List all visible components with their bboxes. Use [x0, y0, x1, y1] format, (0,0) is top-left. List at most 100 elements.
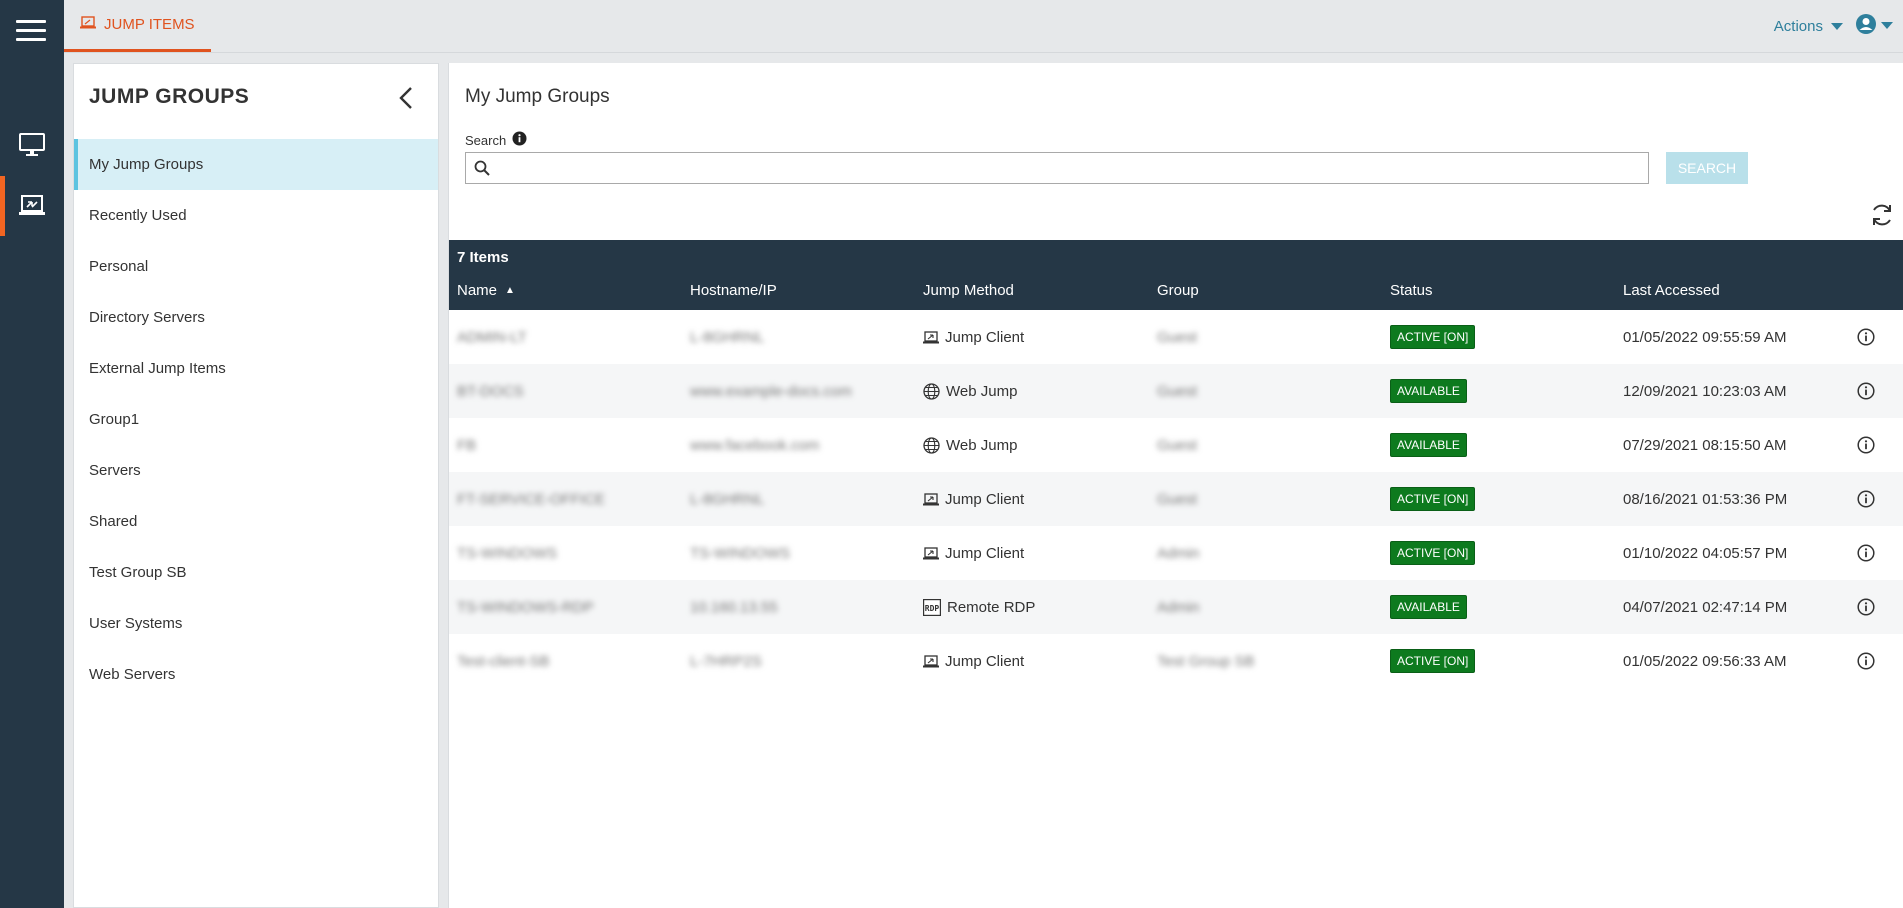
jump-items-table: 7 Items Name ▲ Hostname/IP Jump Method Gr…: [449, 240, 1903, 688]
user-menu[interactable]: [1855, 0, 1893, 52]
cell-last-accessed: 08/16/2021 01:53:36 PM: [1623, 490, 1788, 508]
sidebar-item-servers[interactable]: Servers: [74, 445, 438, 496]
column-header-hostname[interactable]: Hostname/IP: [690, 282, 777, 299]
sidebar-item-external-jump-items[interactable]: External Jump Items: [74, 343, 438, 394]
cell-group: Guest: [1157, 382, 1198, 400]
column-label: Last Accessed: [1623, 282, 1720, 299]
sidebar-item-recently-used[interactable]: Recently Used: [74, 190, 438, 241]
sidebar-item-label: Test Group SB: [89, 564, 187, 581]
cell-group: Guest: [1157, 490, 1198, 508]
jump-client-icon: [923, 546, 939, 560]
sidebar-item-my-jump-groups[interactable]: My Jump Groups: [74, 139, 438, 190]
jump-group-list: My Jump Groups Recently Used Personal Di…: [74, 139, 438, 700]
sidebar-item-test-group-sb[interactable]: Test Group SB: [74, 547, 438, 598]
cell-status: AVAILABLE: [1390, 418, 1467, 472]
cell-jump-method: Web Jump: [923, 418, 1017, 472]
sidebar-item-personal[interactable]: Personal: [74, 241, 438, 292]
column-header-name[interactable]: Name ▲: [457, 282, 515, 299]
cell-name: Test-client-SB: [457, 652, 550, 670]
rdp-icon: RDP: [923, 598, 941, 616]
jump-method-label: Jump Client: [945, 490, 1025, 508]
globe-icon: [923, 382, 940, 400]
table-row[interactable]: FT-SERVICE-OFFICE L-8GHRNL Jump Client G…: [449, 472, 1903, 526]
cell-name: FB: [457, 436, 477, 454]
cell-last-accessed: 01/05/2022 09:55:59 AM: [1623, 328, 1787, 346]
caret-down-icon: [1831, 18, 1843, 35]
info-icon[interactable]: [1857, 526, 1875, 580]
jump-items-icon[interactable]: [0, 176, 64, 236]
cell-hostname: L-7HRP2S: [690, 652, 762, 670]
sidebar-item-label: Servers: [89, 462, 141, 479]
info-icon[interactable]: [1857, 418, 1875, 472]
refresh-icon[interactable]: [1869, 202, 1895, 228]
cell-hostname: L-8GHRNL: [690, 328, 765, 346]
actions-menu[interactable]: Actions: [1774, 0, 1843, 52]
tab-label: JUMP ITEMS: [104, 16, 195, 33]
sidebar-item-directory-servers[interactable]: Directory Servers: [74, 292, 438, 343]
cell-jump-method: Jump Client: [923, 526, 1024, 580]
cell-last-accessed: 12/09/2021 10:23:03 AM: [1623, 382, 1787, 400]
cell-name: TS-WINDOWS-RDP: [457, 598, 594, 616]
sidebar-item-group1[interactable]: Group1: [74, 394, 438, 445]
panel-title: JUMP GROUPS: [89, 85, 250, 108]
collapse-chevron-icon[interactable]: [396, 84, 416, 112]
info-icon[interactable]: [1857, 634, 1875, 688]
info-icon[interactable]: [1857, 364, 1875, 418]
table-row[interactable]: TS-WINDOWS-RDP 10.160.13.55 RDP Remote R…: [449, 580, 1903, 634]
sidebar-item-label: Directory Servers: [89, 309, 205, 326]
cell-name: BT-DOCS: [457, 382, 524, 400]
search-input[interactable]: [490, 153, 1648, 183]
cell-hostname: TS-WINDOWS: [690, 544, 790, 562]
jump-method-label: Jump Client: [945, 652, 1025, 670]
jump-method-label: Web Jump: [946, 382, 1018, 400]
sidebar-item-shared[interactable]: Shared: [74, 496, 438, 547]
info-icon[interactable]: [512, 131, 527, 149]
search-input-wrapper: [465, 152, 1649, 184]
table-row[interactable]: TS-WINDOWS TS-WINDOWS Jump Client Admin …: [449, 526, 1903, 580]
tab-jump-items[interactable]: JUMP ITEMS: [64, 0, 211, 52]
cell-last-accessed: 01/05/2022 09:56:33 AM: [1623, 652, 1787, 670]
table-row[interactable]: BT-DOCS www.example-docs.com Web Jump Gu…: [449, 364, 1903, 418]
cell-status: ACTIVE [ON]: [1390, 526, 1476, 580]
top-bar: JUMP ITEMS Actions: [64, 0, 1903, 53]
column-label: Jump Method: [923, 282, 1014, 299]
sidebar-item-user-systems[interactable]: User Systems: [74, 598, 438, 649]
info-icon[interactable]: [1857, 472, 1875, 526]
menu-icon[interactable]: [16, 20, 46, 42]
status-badge: AVAILABLE: [1390, 595, 1467, 619]
search-label: Search: [465, 132, 507, 148]
info-icon[interactable]: [1857, 310, 1875, 364]
column-header-last-accessed[interactable]: Last Accessed: [1623, 282, 1720, 299]
cell-hostname: www.facebook.com: [690, 436, 820, 454]
cell-name: ADMIN-LT: [457, 328, 527, 346]
column-header-status[interactable]: Status: [1390, 282, 1433, 299]
cell-group: Admin: [1157, 544, 1200, 562]
column-header-jump-method[interactable]: Jump Method: [923, 282, 1014, 299]
column-label: Name: [457, 282, 498, 299]
cell-hostname: www.example-docs.com: [690, 382, 852, 400]
column-label: Status: [1390, 282, 1433, 299]
column-header-group[interactable]: Group: [1157, 282, 1199, 299]
jump-method-label: Jump Client: [945, 328, 1025, 346]
info-icon[interactable]: [1857, 580, 1875, 634]
search-label-row: Search: [465, 131, 527, 149]
page-title: My Jump Groups: [465, 86, 610, 107]
table-row[interactable]: Test-client-SB L-7HRP2S Jump Client Test…: [449, 634, 1903, 688]
search-button[interactable]: SEARCH: [1666, 152, 1748, 184]
sidebar-item-web-servers[interactable]: Web Servers: [74, 649, 438, 700]
cell-status: AVAILABLE: [1390, 580, 1467, 634]
status-badge: AVAILABLE: [1390, 379, 1467, 403]
cell-group: Guest: [1157, 436, 1198, 454]
table-row[interactable]: ADMIN-LT L-8GHRNL Jump Client Guest ACTI…: [449, 310, 1903, 364]
cell-last-accessed: 07/29/2021 08:15:50 AM: [1623, 436, 1787, 454]
cell-jump-method: Web Jump: [923, 364, 1017, 418]
monitor-icon[interactable]: [0, 115, 64, 175]
sidebar-item-label: Recently Used: [89, 207, 187, 224]
jump-method-label: Web Jump: [946, 436, 1018, 454]
cell-name: FT-SERVICE-OFFICE: [457, 490, 606, 508]
status-badge: ACTIVE [ON]: [1390, 325, 1476, 349]
table-row[interactable]: FB www.facebook.com Web Jump Guest AVAIL…: [449, 418, 1903, 472]
cell-status: ACTIVE [ON]: [1390, 310, 1476, 364]
globe-icon: [923, 436, 940, 454]
jump-items-tab-icon: [80, 16, 96, 33]
